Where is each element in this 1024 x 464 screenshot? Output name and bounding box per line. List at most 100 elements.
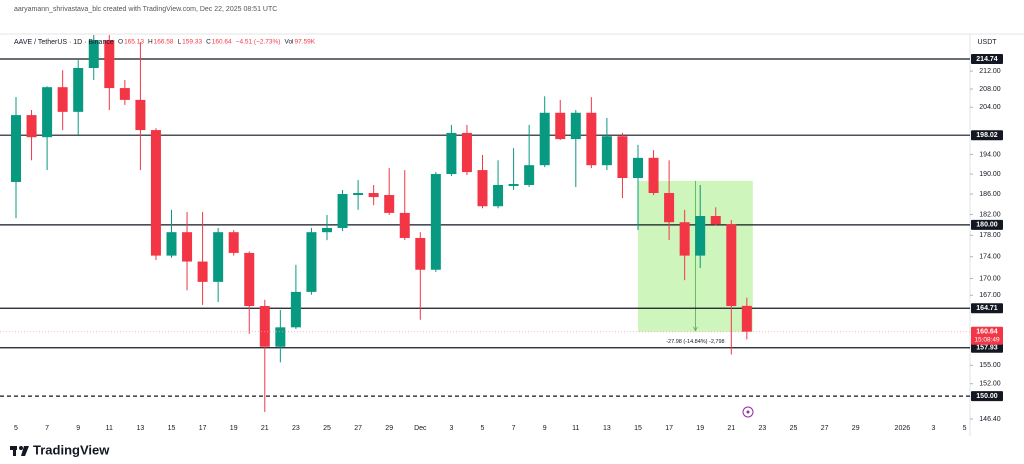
candle-body: [679, 222, 690, 256]
candle-body: [726, 224, 737, 307]
x-tick-label: 27: [821, 425, 829, 432]
candle-body: [135, 99, 146, 131]
candle-body: [648, 157, 659, 194]
header: aaryamann_shrivastava_blc created with T…: [14, 6, 277, 13]
level-label: 198.02: [976, 132, 998, 139]
level-badge: [971, 303, 1003, 314]
candle-body: [259, 306, 270, 347]
candle-body: [368, 193, 379, 198]
x-tick-label: 7: [45, 425, 49, 432]
candle-body: [322, 227, 332, 233]
candle-body: [415, 237, 426, 270]
footer-logo: TradingView: [33, 442, 110, 457]
candle-body: [695, 216, 706, 256]
x-tick-label: 25: [323, 425, 331, 432]
logo-mark: [19, 446, 23, 450]
candle-body: [555, 112, 566, 140]
x-tick-label: 11: [106, 425, 113, 432]
y-tick-label: 212.00: [979, 68, 1001, 75]
legend-key: H: [148, 39, 153, 46]
level-label: 180.00: [976, 222, 998, 229]
x-tick-label: Dec: [414, 425, 427, 432]
x-tick-label: 29: [385, 425, 393, 432]
legend-value: 160.64: [212, 39, 232, 46]
axis-unit: USDT: [977, 39, 997, 46]
x-tick-label: 5: [481, 425, 485, 432]
candle-body: [119, 88, 130, 100]
x-tick-label: 21: [727, 425, 735, 432]
candle-body: [213, 232, 224, 282]
candle-body: [353, 193, 364, 196]
candle-body: [399, 212, 410, 238]
candle-body: [275, 327, 286, 347]
candle-body: [104, 40, 115, 89]
x-tick-label: 3: [449, 425, 453, 432]
y-tick-label: 167.00: [979, 292, 1001, 299]
x-tick-label: 17: [665, 425, 673, 432]
candle-body: [601, 136, 612, 166]
candle-body: [493, 184, 504, 207]
y-tick-label: 194.00: [979, 151, 1001, 158]
candle-body: [539, 112, 550, 166]
x-tick-label: 9: [543, 425, 547, 432]
y-tick-label: 190.00: [979, 171, 1001, 178]
y-tick-label: 204.00: [979, 104, 1001, 111]
legend-value: 165.13: [124, 39, 144, 46]
level-label: 157.93: [976, 345, 998, 352]
x-tick-label: 5: [963, 425, 967, 432]
logo: TradingView: [10, 442, 110, 457]
level-label: 150.00: [976, 393, 998, 400]
candle-body: [244, 252, 255, 307]
legend-key: C: [206, 39, 211, 46]
x-tick-label: 17: [199, 425, 207, 432]
y-tick-label: 182.00: [979, 211, 1001, 218]
x-tick-label: 23: [292, 425, 300, 432]
candle-body: [710, 216, 721, 225]
candle-body: [182, 232, 193, 262]
x-tick-label: 15: [634, 425, 642, 432]
x-tick-label: 25: [790, 425, 798, 432]
x-tick-label: 2026: [895, 425, 911, 432]
candle-body: [57, 87, 68, 112]
countdown: 15:08:49: [974, 336, 1000, 343]
y-tick-label: 174.00: [979, 254, 1001, 261]
candle-body: [384, 195, 395, 213]
x-tick-label: 19: [230, 425, 238, 432]
last-price-label: 160.64: [976, 329, 998, 336]
x-tick-label: 21: [261, 425, 269, 432]
x-tick-label: 7: [512, 425, 516, 432]
measure-label: -27.98 (-14.84%) -2,798: [666, 339, 724, 345]
y-tick-label: 178.00: [979, 232, 1001, 239]
candle-body: [11, 115, 21, 182]
x-tick-label: 3: [931, 425, 935, 432]
level-label: 214.74: [976, 56, 998, 63]
candle-body: [664, 193, 675, 223]
x-tick-label: 13: [603, 425, 611, 432]
legend-volume-key: Vol: [284, 39, 294, 46]
candle-body: [461, 132, 472, 173]
candle-body: [524, 165, 535, 185]
candle-body: [430, 174, 441, 270]
event-icon: [742, 406, 754, 418]
candle-body: [306, 232, 317, 292]
plot: [0, 35, 970, 412]
x-tick-label: 15: [168, 425, 176, 432]
candle-body: [166, 232, 177, 256]
candle-body: [26, 115, 37, 138]
y-tick-label: 186.00: [979, 191, 1001, 198]
x-tick-label: 11: [572, 425, 579, 432]
candle-body: [446, 132, 457, 175]
x-tick-label: 9: [76, 425, 80, 432]
measure-arrowhead: [693, 326, 698, 332]
candle-body: [337, 194, 348, 228]
level-badge: [971, 342, 1003, 353]
legend-value: 159.33: [182, 39, 202, 46]
legend-change: −4.51 (−2.73%): [236, 39, 281, 46]
candle-body: [42, 87, 53, 138]
legend-symbol: AAVE / TetherUS · 1D · Binance: [14, 39, 114, 46]
level-badge: [971, 391, 1003, 402]
candle-body: [508, 183, 519, 186]
candle-body: [228, 232, 239, 253]
